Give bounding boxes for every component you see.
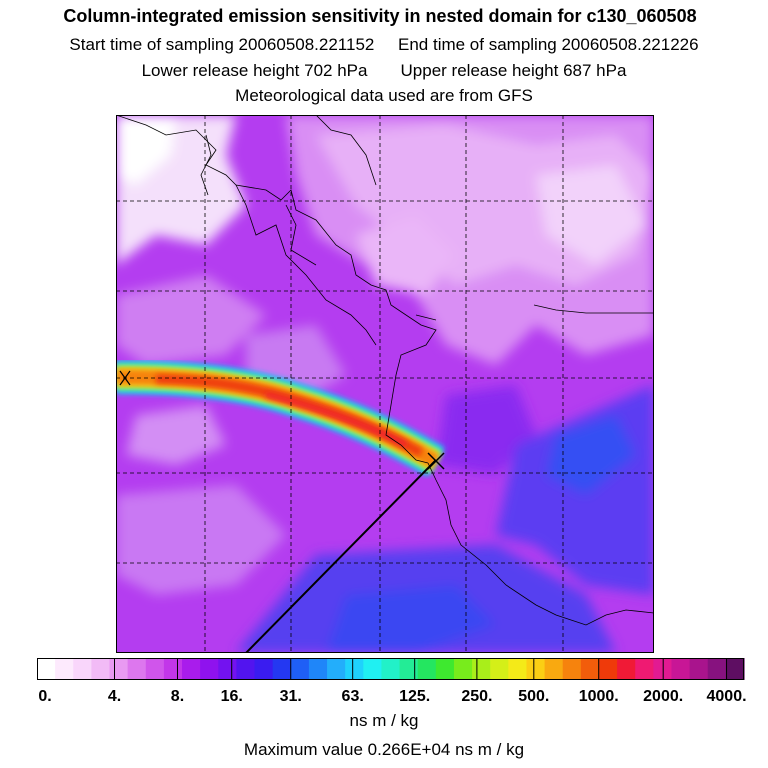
colorbar-cell xyxy=(145,658,165,680)
colorbar-tick-label: 16. xyxy=(221,688,243,705)
colorbar-cell xyxy=(671,658,691,680)
lower-release-label: Lower release height 702 hPa xyxy=(141,61,368,80)
colorbar-tick-label: 125. xyxy=(399,688,430,705)
colorbar-cell xyxy=(472,658,491,680)
colorbar-cell xyxy=(127,658,147,680)
colorbar-tick-label: 63. xyxy=(342,688,364,705)
colorbar-cell xyxy=(327,658,346,680)
colorbar-tick-label: 8. xyxy=(171,688,184,705)
colorbar-tick-label: 31. xyxy=(280,688,302,705)
plume-start-marker xyxy=(119,370,131,386)
colorbar-cell xyxy=(363,658,383,680)
colorbar-cell xyxy=(580,658,600,680)
colorbar-cell xyxy=(55,658,74,680)
colorbar-cell xyxy=(73,658,92,680)
colorbar-cell xyxy=(109,658,129,680)
colorbar-cell xyxy=(308,658,328,680)
end-time-label: End time of sampling 20060508.221226 xyxy=(398,35,699,54)
met-data-label: Meteorological data used are from GFS xyxy=(235,86,533,105)
maximum-value-label: Maximum value 0.266E+04 ns m / kg xyxy=(243,740,525,759)
colorbar-cell xyxy=(617,658,636,680)
colorbar-cell xyxy=(635,658,654,680)
colorbar-cell xyxy=(689,658,709,680)
chart-title: Column-integrated emission sensitivity i… xyxy=(63,6,697,26)
colorbar-unit: ns m / kg xyxy=(349,711,419,730)
colorbar-tick-label: 500. xyxy=(518,688,549,705)
colorbar-cell xyxy=(508,658,528,680)
colorbar-tick-label: 4000. xyxy=(707,688,747,705)
colorbar-tick-label: 4. xyxy=(108,688,121,705)
sampling-times: Start time of sampling 20060508.221152 E… xyxy=(0,35,768,55)
colorbar-cell xyxy=(707,658,727,680)
colorbar-cell xyxy=(182,658,201,680)
colorbar-cell xyxy=(345,658,364,680)
colorbar-cell xyxy=(399,658,419,680)
colorbar-cell xyxy=(200,658,219,680)
colorbar-cell xyxy=(490,658,509,680)
colorbar-tick-label: 2000. xyxy=(643,688,683,705)
colorbar-cell xyxy=(218,658,238,680)
colorbar-cell xyxy=(236,658,256,680)
colorbar-tick-label: 250. xyxy=(461,688,492,705)
sensitivity-map xyxy=(116,115,654,653)
colorbar-cell xyxy=(598,658,618,680)
receptor-marker xyxy=(427,452,445,470)
color-scale-bar: 0. 4. 8. 16. 31. 63. 125. 250. 500. 1000. 2000. 400… xyxy=(37,658,747,705)
colorbar-cell xyxy=(254,658,274,680)
colorbar-cell xyxy=(37,658,56,680)
colorbar-cell xyxy=(435,658,455,680)
lat-lon-grid xyxy=(116,115,654,653)
colorbar-cell xyxy=(725,658,745,680)
release-heights: Lower release height 702 hPa Upper relea… xyxy=(0,61,768,81)
colorbar-cell xyxy=(381,658,401,680)
colorbar-cell xyxy=(562,658,582,680)
colorbar-cell xyxy=(272,658,292,680)
flight-track xyxy=(244,459,437,653)
colorbar-cell xyxy=(526,658,546,680)
colorbar-cell xyxy=(544,658,564,680)
start-time-label: Start time of sampling 20060508.221152 xyxy=(69,35,375,54)
upper-release-label: Upper release height 687 hPa xyxy=(400,61,627,80)
colorbar-cell xyxy=(163,658,183,680)
colorbar-tick-label: 0. xyxy=(38,688,51,705)
colorbar-tick-label: 1000. xyxy=(579,688,619,705)
sensitivity-plume xyxy=(116,360,445,477)
colorbar-cell xyxy=(453,658,473,680)
coastlines xyxy=(116,115,654,626)
colorbar-cell xyxy=(91,658,111,680)
colorbar-cell xyxy=(417,658,437,680)
colorbar-cell xyxy=(290,658,310,680)
